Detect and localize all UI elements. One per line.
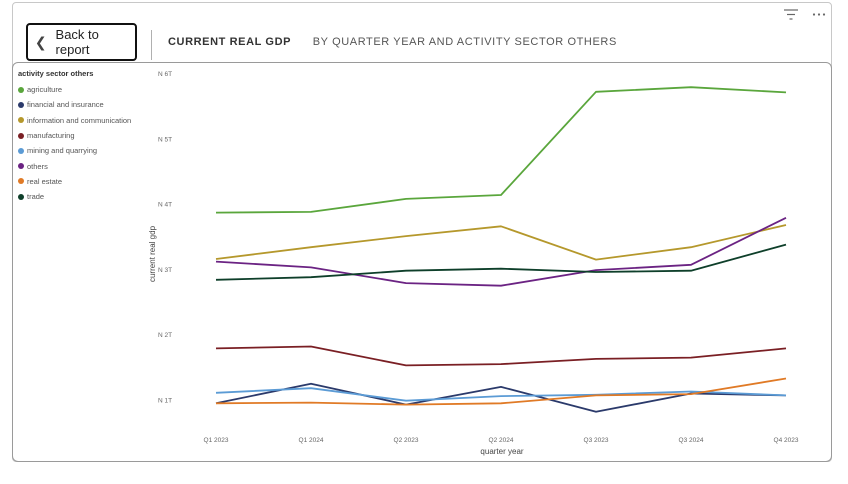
back-to-report-label: Back to report bbox=[55, 27, 99, 57]
y-tick-label: N 6T bbox=[158, 71, 172, 78]
y-axis-label: current real gdp bbox=[148, 225, 157, 282]
series-line-manufacturing[interactable] bbox=[215, 345, 787, 367]
legend-label: agriculture bbox=[27, 85, 63, 95]
chart-title: CURRENT REAL GDP bbox=[168, 36, 292, 48]
legend-dot bbox=[18, 178, 24, 185]
y-tick-label: N 3T bbox=[158, 267, 172, 274]
legend-dot bbox=[18, 193, 24, 200]
back-to-report-button[interactable]: ❮ Back to report bbox=[26, 23, 137, 61]
x-tick-label: Q3 2024 bbox=[679, 437, 704, 444]
x-tick-label: Q2 2023 bbox=[394, 437, 419, 444]
legend-label: financial and insurance bbox=[27, 100, 104, 110]
visual-title: CURRENT REAL GDP BY QUARTER YEAR AND ACT… bbox=[168, 36, 617, 48]
series-line-information-and-communication[interactable] bbox=[215, 224, 787, 261]
chart-panel bbox=[12, 62, 832, 462]
legend-item[interactable]: agriculture bbox=[18, 82, 131, 97]
series-line-agriculture[interactable] bbox=[215, 86, 787, 214]
y-tick-label: N 1T bbox=[158, 398, 172, 405]
legend-item[interactable]: manufacturing bbox=[18, 128, 131, 143]
x-tick-label: Q2 2024 bbox=[489, 437, 514, 444]
x-tick-label: Q3 2023 bbox=[584, 437, 609, 444]
y-tick-label: N 2T bbox=[158, 332, 172, 339]
x-tick-label: Q4 2023 bbox=[774, 437, 799, 444]
filter-icon[interactable] bbox=[783, 8, 799, 21]
chart-subtitle: BY QUARTER YEAR AND ACTIVITY SECTOR OTHE… bbox=[312, 36, 617, 48]
y-tick-label: N 4T bbox=[158, 202, 172, 209]
legend-label: manufacturing bbox=[27, 131, 75, 141]
legend-dot bbox=[18, 163, 24, 170]
series-line-trade[interactable] bbox=[215, 243, 787, 281]
legend-label: information and communication bbox=[27, 115, 132, 125]
legend-label: others bbox=[27, 161, 48, 171]
visual-container bbox=[12, 2, 832, 462]
legend-item[interactable]: mining and quarrying bbox=[18, 143, 131, 158]
more-options-icon[interactable] bbox=[811, 8, 827, 21]
x-axis-label: quarter year bbox=[480, 447, 523, 456]
legend-dot bbox=[18, 147, 24, 154]
legend-item[interactable]: others bbox=[18, 158, 131, 173]
legend-label: mining and quarrying bbox=[27, 146, 98, 156]
legend-label: trade bbox=[27, 192, 45, 202]
legend-item[interactable]: information and communication bbox=[18, 113, 131, 128]
legend-title: activity sector others bbox=[18, 69, 94, 78]
header-divider bbox=[151, 30, 152, 60]
series-line-others[interactable] bbox=[215, 216, 787, 287]
legend-item[interactable]: financial and insurance bbox=[18, 97, 131, 112]
legend-dot bbox=[18, 86, 24, 93]
series-line-mining-and-quarrying[interactable] bbox=[215, 387, 787, 402]
legend-dot bbox=[18, 132, 24, 139]
x-tick-label: Q1 2023 bbox=[204, 437, 229, 444]
legend-item[interactable]: real estate bbox=[18, 174, 131, 189]
x-tick-label: Q1 2024 bbox=[299, 437, 324, 444]
legend-item[interactable]: trade bbox=[18, 189, 131, 204]
legend-dot bbox=[18, 101, 24, 108]
y-tick-label: N 5T bbox=[158, 136, 172, 143]
series-line-real-estate[interactable] bbox=[215, 377, 787, 406]
legend-dot bbox=[18, 117, 24, 124]
legend-label: real estate bbox=[27, 176, 63, 186]
legend: activity sector others agriculture financ… bbox=[18, 69, 131, 204]
chevron-left-icon: ❮ bbox=[34, 33, 47, 50]
